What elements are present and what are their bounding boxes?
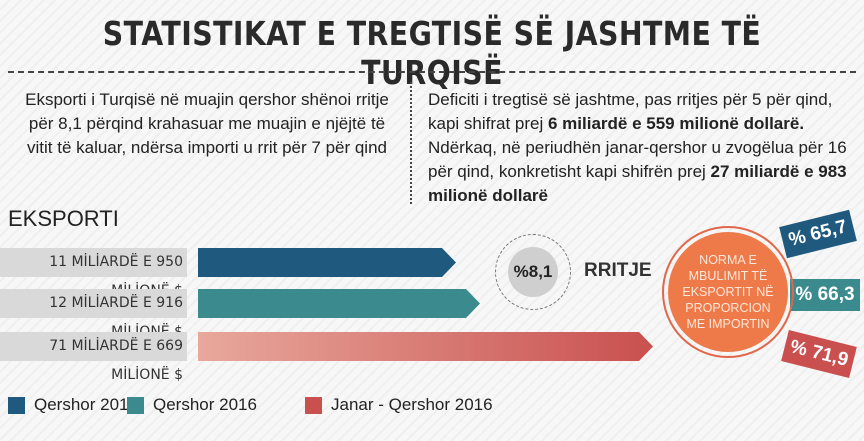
chart-title: EKSPORTI [8,206,119,231]
bar-1 [198,289,480,318]
divider [8,71,856,73]
coverage-2015: % 65,7 [779,209,857,259]
legend-swatch [305,396,322,414]
text: Ndërkaq, në periudhën janar-qershor u zv… [428,138,847,181]
bar-0 [198,248,456,277]
growth-label: RRITJE [584,260,652,281]
coverage-2016: % 66,3 [790,279,860,311]
legend-label: Qershor 2016 [153,395,257,414]
bar-value-label: 11 MİLİARDË E 950 MİLİONË $ [0,248,187,299]
text: PROPORCION [685,301,771,315]
text: EKSPORTIT NË [682,285,774,299]
legend-item: Qershor 2015 [8,395,138,415]
deficit-description: Deficiti i tregtisë së jashtme, pas rrit… [428,88,860,208]
legend-label: Janar - Qershor 2016 [331,395,493,414]
text: ME IMPORTIN [686,317,770,331]
text: MBULIMIT TË [688,269,768,283]
text-bold: 27 miliardë e 983 milionë dollarë [428,162,847,205]
legend-label: Qershor 2015 [34,395,138,414]
text: NORMA E [699,253,757,267]
coverage-jan-jun-2016: % 71,9 [781,330,857,378]
divider [410,82,412,204]
bar-2 [198,332,653,361]
text-bold: 6 miliardë e 559 milionë dollarë. [548,114,805,133]
page-title: STATISTIKAT E TREGTISË SË JASHTME TË TUR… [102,14,762,92]
coverage-label: NORMA E MBULIMIT TË EKSPORTIT NË PROPORC… [668,232,788,352]
legend-item: Janar - Qershor 2016 [305,395,493,415]
legend-swatch [127,396,144,414]
growth-value: %8,1 [508,247,558,297]
legend-swatch [8,396,25,414]
legend-item: Qershor 2016 [127,395,257,415]
export-description: Eksporti i Turqisë në muajin qershor shë… [25,90,389,157]
growth-ring [495,234,571,310]
bar-value-label: 12 MİLİARDË E 916 MİLİONË $ [0,289,187,340]
text: Deficiti i tregtisë së jashtme, pas rrit… [428,90,833,133]
bar-value-label: 71 MİLİARDË E 669 MİLİONË $ [0,332,187,383]
coverage-ring [662,226,794,358]
